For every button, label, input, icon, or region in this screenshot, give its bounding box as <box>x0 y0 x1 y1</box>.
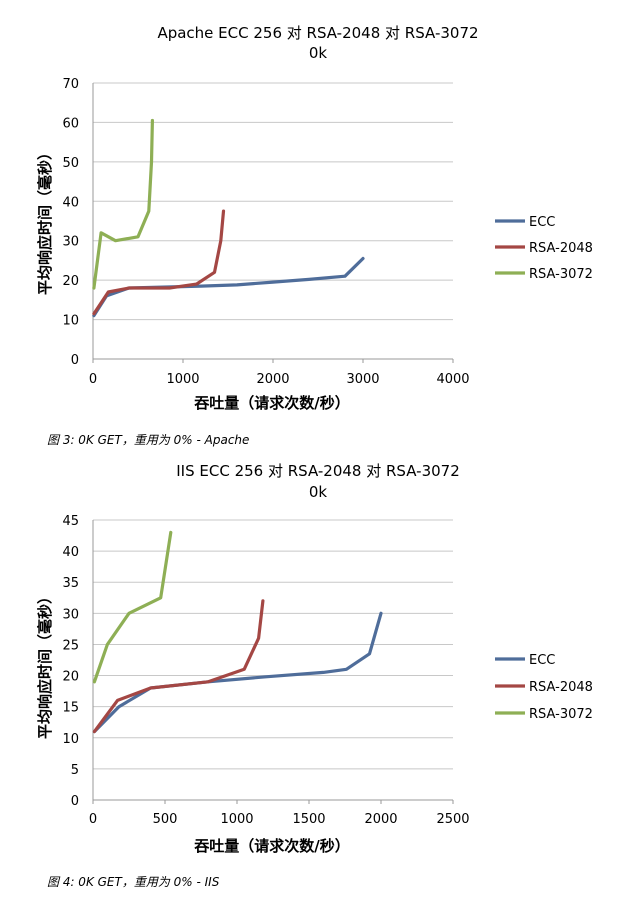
chart-title-line1: IIS ECC 256 对 RSA-2048 对 RSA-3072 <box>176 462 460 480</box>
series-line-rsa-3072 <box>92 118 154 290</box>
chart-title-line1: Apache ECC 256 对 RSA-2048 对 RSA-3072 <box>157 24 478 42</box>
y-tick-label: 20 <box>62 670 79 685</box>
y-tick-label: 45 <box>62 514 79 529</box>
legend-label-ecc: ECC <box>529 653 555 668</box>
series-line-ecc <box>92 611 383 734</box>
y-tick-label: 15 <box>62 701 79 716</box>
series-line-rsa-2048 <box>92 209 226 316</box>
y-tick-label: 30 <box>62 235 79 250</box>
series-line-rsa-3072 <box>92 530 173 684</box>
iis-chart: IIS ECC 256 对 RSA-2048 对 RSA-3072 0k 0 5 1… <box>36 462 593 855</box>
y-tick-label: 5 <box>71 763 79 778</box>
legend-label-rsa-3072: RSA-3072 <box>529 267 593 282</box>
y-tick-label: 0 <box>71 353 79 368</box>
apache-chart: Apache ECC 256 对 RSA-2048 对 RSA-3072 0k … <box>36 24 593 412</box>
y-axis-label: 平均响应时间（毫秒） <box>36 589 54 739</box>
chart-title-line2: 0k <box>309 44 328 62</box>
y-tick-label: 30 <box>62 607 79 622</box>
figure-caption: 图 4: 0K GET，重用为 0% - IIS <box>47 875 220 889</box>
y-tick-label: 20 <box>62 274 79 289</box>
legend-label-rsa-2048: RSA-2048 <box>529 241 593 256</box>
x-tick-label: 500 <box>153 812 178 827</box>
x-tick-label: 0 <box>89 372 97 387</box>
x-tick-label: 4000 <box>436 372 469 387</box>
x-tick-label: 2000 <box>256 372 289 387</box>
x-tick-label: 0 <box>89 812 97 827</box>
y-tick-label: 70 <box>62 77 79 92</box>
x-axis-label: 吞吐量（请求次数/秒） <box>193 394 349 412</box>
y-tick-label: 35 <box>62 576 79 591</box>
y-axis-label: 平均响应时间（毫秒） <box>36 145 54 295</box>
legend-label-rsa-2048: RSA-2048 <box>529 680 593 695</box>
x-tick-label: 1000 <box>220 812 253 827</box>
y-tick-label: 50 <box>62 156 79 171</box>
series-line-ecc <box>92 256 365 318</box>
chart-title-line2: 0k <box>309 483 328 501</box>
x-tick-label: 2000 <box>364 812 397 827</box>
x-axis-label: 吞吐量（请求次数/秒） <box>193 837 349 855</box>
figure-caption: 图 3: 0K GET，重用为 0% - Apache <box>47 433 250 447</box>
x-tick-label: 1500 <box>292 812 325 827</box>
y-tick-label: 10 <box>62 732 79 747</box>
y-tick-label: 60 <box>62 116 79 131</box>
legend-label-rsa-3072: RSA-3072 <box>529 707 593 722</box>
y-tick-label: 10 <box>62 314 79 329</box>
x-tick-label: 3000 <box>346 372 379 387</box>
legend-label-ecc: ECC <box>529 215 555 230</box>
y-tick-label: 0 <box>71 794 79 809</box>
x-tick-label: 2500 <box>436 812 469 827</box>
y-tick-label: 40 <box>62 195 79 210</box>
series-line-rsa-2048 <box>92 599 265 734</box>
y-tick-label: 40 <box>62 545 79 560</box>
x-tick-label: 1000 <box>166 372 199 387</box>
y-tick-label: 25 <box>62 638 79 653</box>
